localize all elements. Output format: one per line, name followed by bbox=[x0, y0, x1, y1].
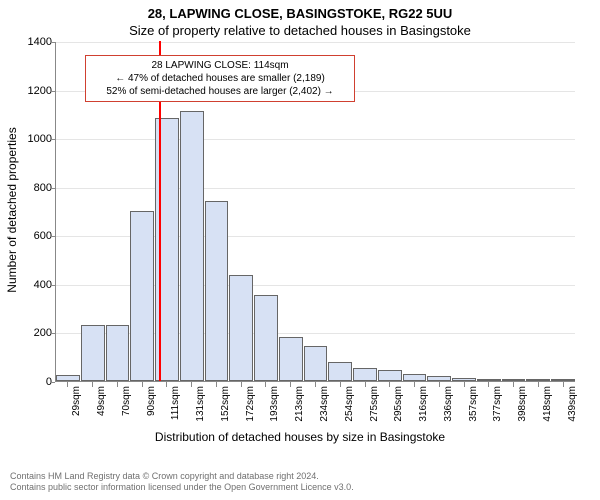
x-tick-mark bbox=[389, 382, 390, 387]
y-tick-mark bbox=[50, 333, 55, 334]
x-tick-label: 70sqm bbox=[121, 386, 132, 416]
x-tick-label: 398sqm bbox=[517, 386, 528, 422]
grid-line bbox=[56, 42, 575, 43]
annotation-box: 28 LAPWING CLOSE: 114sqm ← 47% of detach… bbox=[85, 55, 355, 102]
y-tick-mark bbox=[50, 285, 55, 286]
x-tick-label: 90sqm bbox=[146, 386, 157, 416]
y-tick-label: 400 bbox=[12, 279, 52, 291]
x-tick-mark bbox=[365, 382, 366, 387]
histogram-bar bbox=[477, 379, 501, 381]
y-tick-mark bbox=[50, 42, 55, 43]
x-tick-label: 213sqm bbox=[294, 386, 305, 422]
x-tick-mark bbox=[340, 382, 341, 387]
histogram-bar bbox=[180, 111, 204, 381]
x-tick-label: 295sqm bbox=[393, 386, 404, 422]
x-tick-label: 336sqm bbox=[443, 386, 454, 422]
x-tick-label: 377sqm bbox=[492, 386, 503, 422]
annotation-line1: 28 LAPWING CLOSE: 114sqm bbox=[92, 59, 348, 72]
x-tick-mark bbox=[563, 382, 564, 387]
x-tick-label: 316sqm bbox=[418, 386, 429, 422]
x-tick-label: 193sqm bbox=[269, 386, 280, 422]
histogram-bar bbox=[427, 376, 451, 381]
footer-line2: Contains public sector information licen… bbox=[10, 482, 590, 494]
y-tick-label: 1400 bbox=[12, 36, 52, 48]
x-tick-mark bbox=[142, 382, 143, 387]
y-tick-mark bbox=[50, 139, 55, 140]
histogram-bar bbox=[502, 379, 526, 381]
x-tick-mark bbox=[538, 382, 539, 387]
histogram-bar bbox=[130, 211, 154, 381]
y-tick-mark bbox=[50, 382, 55, 383]
y-tick-mark bbox=[50, 236, 55, 237]
y-tick-mark bbox=[50, 188, 55, 189]
histogram-bar bbox=[526, 379, 550, 381]
y-tick-mark bbox=[50, 91, 55, 92]
x-tick-mark bbox=[216, 382, 217, 387]
y-tick-label: 600 bbox=[12, 230, 52, 242]
x-tick-mark bbox=[315, 382, 316, 387]
y-tick-label: 0 bbox=[12, 376, 52, 388]
x-tick-label: 131sqm bbox=[195, 386, 206, 422]
x-tick-label: 275sqm bbox=[369, 386, 380, 422]
histogram-bar bbox=[378, 370, 402, 381]
x-tick-label: 172sqm bbox=[245, 386, 256, 422]
histogram-bar bbox=[353, 368, 377, 381]
histogram-bar bbox=[229, 275, 253, 381]
histogram-bar bbox=[452, 378, 476, 381]
grid-line bbox=[56, 139, 575, 140]
x-tick-mark bbox=[265, 382, 266, 387]
x-tick-label: 49sqm bbox=[96, 386, 107, 416]
x-axis-label: Distribution of detached houses by size … bbox=[0, 430, 600, 444]
histogram-bar bbox=[106, 325, 130, 381]
x-tick-mark bbox=[290, 382, 291, 387]
chart-title-main: 28, LAPWING CLOSE, BASINGSTOKE, RG22 5UU bbox=[0, 0, 600, 21]
x-tick-mark bbox=[464, 382, 465, 387]
annotation-line3: 52% of semi-detached houses are larger (… bbox=[92, 85, 348, 98]
x-tick-mark bbox=[439, 382, 440, 387]
histogram-bar bbox=[279, 337, 303, 381]
histogram-bar bbox=[304, 346, 328, 381]
histogram-bar bbox=[81, 325, 105, 381]
x-tick-mark bbox=[241, 382, 242, 387]
x-tick-label: 357sqm bbox=[468, 386, 479, 422]
x-tick-mark bbox=[166, 382, 167, 387]
histogram-bar bbox=[403, 374, 427, 381]
histogram-bar bbox=[328, 362, 352, 381]
histogram-bar bbox=[205, 201, 229, 381]
y-tick-label: 800 bbox=[12, 182, 52, 194]
histogram-bar bbox=[254, 295, 278, 381]
x-tick-mark bbox=[67, 382, 68, 387]
x-tick-mark bbox=[191, 382, 192, 387]
x-tick-label: 254sqm bbox=[344, 386, 355, 422]
x-tick-mark bbox=[117, 382, 118, 387]
x-tick-label: 111sqm bbox=[170, 386, 181, 420]
x-tick-label: 234sqm bbox=[319, 386, 330, 422]
x-tick-label: 152sqm bbox=[220, 386, 231, 422]
histogram-bar bbox=[551, 379, 575, 381]
histogram-bar bbox=[56, 375, 80, 381]
footer-attribution: Contains HM Land Registry data © Crown c… bbox=[10, 471, 590, 494]
x-tick-mark bbox=[92, 382, 93, 387]
y-tick-label: 200 bbox=[12, 327, 52, 339]
x-tick-mark bbox=[414, 382, 415, 387]
y-tick-label: 1000 bbox=[12, 133, 52, 145]
y-axis-label: Number of detached properties bbox=[5, 127, 19, 292]
annotation-line2: ← 47% of detached houses are smaller (2,… bbox=[92, 72, 348, 85]
footer-line1: Contains HM Land Registry data © Crown c… bbox=[10, 471, 590, 483]
grid-line bbox=[56, 188, 575, 189]
chart-title-sub: Size of property relative to detached ho… bbox=[0, 21, 600, 38]
x-tick-label: 29sqm bbox=[71, 386, 82, 416]
x-tick-mark bbox=[488, 382, 489, 387]
y-tick-label: 1200 bbox=[12, 85, 52, 97]
x-tick-label: 439sqm bbox=[567, 386, 578, 422]
x-tick-label: 418sqm bbox=[542, 386, 553, 422]
x-tick-mark bbox=[513, 382, 514, 387]
